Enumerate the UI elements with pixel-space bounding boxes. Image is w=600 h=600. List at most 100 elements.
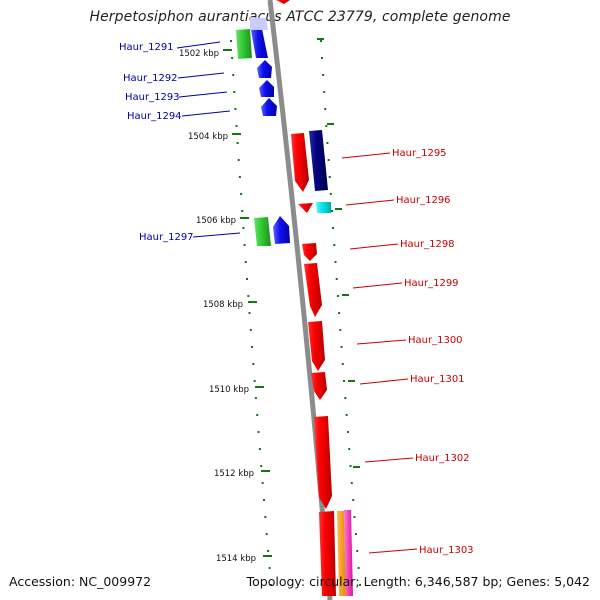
kbp-label-1510: 1510 kbp bbox=[209, 385, 249, 395]
scale-dot bbox=[230, 40, 232, 42]
scale-dot bbox=[348, 448, 351, 450]
scale-dot bbox=[352, 499, 355, 501]
reverse-gene-labels: Haur_1291 Haur_1292 Haur_1293 Haur_1294 … bbox=[119, 41, 241, 243]
scale-dot bbox=[338, 312, 341, 314]
scale-dot bbox=[244, 261, 247, 263]
gene-label-haur-1295[interactable]: Haur_1295 bbox=[392, 148, 447, 159]
kbp-label-1512: 1512 kbp bbox=[214, 469, 254, 479]
scale-dot bbox=[237, 159, 240, 161]
kbp-tick-1510 bbox=[255, 386, 264, 388]
scale-dot bbox=[353, 516, 356, 518]
gene-haur-1296-red[interactable] bbox=[298, 203, 313, 213]
gene-haur-1295-red[interactable] bbox=[291, 133, 309, 192]
scale-dot bbox=[267, 550, 270, 552]
scale-dot bbox=[270, 584, 272, 586]
gene-label-haur-1301[interactable]: Haur_1301 bbox=[410, 374, 465, 385]
scale-dot bbox=[336, 295, 339, 297]
scale-dot bbox=[357, 567, 360, 569]
scale-ticks-right bbox=[320, 40, 361, 586]
scale-dot bbox=[243, 244, 246, 246]
gene-label-haur-1303[interactable]: Haur_1303 bbox=[419, 545, 474, 556]
scale-dot bbox=[344, 397, 347, 399]
kbp-tick-1502 bbox=[223, 49, 232, 51]
scale-dot bbox=[235, 125, 238, 127]
scale-dot bbox=[247, 295, 250, 297]
genome-title: Herpetosiphon aurantiacus ATCC 23779, co… bbox=[89, 9, 511, 25]
gene-haur-1293[interactable] bbox=[259, 80, 274, 97]
gene-haur-1298[interactable] bbox=[302, 243, 317, 261]
topology-text: Topology: circular; Length: 6,346,587 bp… bbox=[246, 574, 590, 589]
scale-dot bbox=[241, 210, 244, 212]
scale-dot bbox=[324, 108, 327, 110]
scale-dot bbox=[335, 278, 338, 280]
scale-dot bbox=[349, 465, 352, 467]
gene-label-haur-1292[interactable]: Haur_1292 bbox=[123, 73, 178, 84]
gene-haur-1303-magenta[interactable] bbox=[344, 510, 353, 596]
kbp-markers: 1502 kbp 1504 kbp 1506 kbp 1508 kbp 1510… bbox=[179, 49, 272, 564]
scale-dot bbox=[251, 346, 253, 348]
scale-dot bbox=[254, 397, 257, 399]
gene-haur-1297-green[interactable] bbox=[254, 217, 271, 246]
gene-haur-1292[interactable] bbox=[257, 60, 272, 78]
scale-dot bbox=[249, 329, 252, 331]
scale-dot bbox=[329, 193, 332, 195]
scale-dot bbox=[331, 210, 333, 212]
kbp-tick-1508 bbox=[248, 301, 257, 303]
scale-dot bbox=[248, 312, 251, 314]
scale-dot bbox=[256, 414, 259, 416]
gene-label-haur-1297[interactable]: Haur_1297 bbox=[139, 232, 194, 243]
scale-dot bbox=[340, 346, 343, 348]
gene-haur-1301[interactable] bbox=[311, 372, 327, 400]
scale-dot bbox=[328, 176, 331, 178]
gene-label-haur-1296[interactable]: Haur_1296 bbox=[396, 195, 451, 206]
scale-dot bbox=[323, 91, 326, 93]
gene-haur-1300[interactable] bbox=[308, 321, 325, 371]
scale-dot bbox=[359, 584, 361, 586]
scale-dot bbox=[322, 74, 325, 76]
gene-features bbox=[236, 0, 353, 596]
gene-haur-1296-cyan[interactable] bbox=[316, 202, 331, 213]
gene-haur-1299[interactable] bbox=[304, 263, 322, 317]
kbp-label-1514: 1514 kbp bbox=[216, 554, 256, 564]
scale-ticks-left bbox=[230, 40, 272, 586]
scale-dot bbox=[261, 482, 264, 484]
gene-haur-1291-green[interactable] bbox=[236, 29, 252, 59]
gene-haur-1303-orange[interactable] bbox=[337, 511, 346, 596]
gene-haur-1294[interactable] bbox=[261, 98, 277, 116]
scale-dot bbox=[268, 567, 271, 569]
scale-dot bbox=[341, 363, 344, 365]
right-scale-markers bbox=[317, 38, 360, 468]
gene-haur-1295-navy[interactable] bbox=[309, 130, 328, 191]
scale-dot bbox=[332, 227, 335, 229]
scale-dot bbox=[233, 91, 236, 93]
scale-dot bbox=[257, 431, 260, 433]
gene-feature-top-partial[interactable] bbox=[276, 0, 290, 4]
scale-dot bbox=[326, 142, 329, 144]
scale-dot bbox=[264, 516, 267, 518]
scale-dot bbox=[320, 40, 322, 42]
scale-dot bbox=[327, 159, 330, 161]
gene-label-haur-1302[interactable]: Haur_1302 bbox=[415, 453, 470, 464]
scale-dot bbox=[321, 57, 323, 59]
gene-label-haur-1299[interactable]: Haur_1299 bbox=[404, 278, 459, 289]
scale-dot bbox=[258, 448, 261, 450]
gene-haur-1297-blue[interactable] bbox=[273, 216, 290, 244]
gene-label-haur-1294[interactable]: Haur_1294 bbox=[127, 111, 182, 122]
scale-dot bbox=[252, 363, 255, 365]
gene-label-haur-1300[interactable]: Haur_1300 bbox=[408, 335, 463, 346]
kbp-tick-1512 bbox=[261, 470, 270, 472]
gene-label-haur-1293[interactable]: Haur_1293 bbox=[125, 92, 180, 103]
gene-haur-1302[interactable] bbox=[314, 416, 332, 509]
scale-dot bbox=[334, 261, 337, 263]
scale-dot bbox=[333, 244, 336, 246]
scale-dot bbox=[345, 414, 348, 416]
gene-haur-1291-blue[interactable] bbox=[251, 29, 268, 58]
gene-haur-1291-shade[interactable] bbox=[250, 17, 268, 30]
kbp-label-1502: 1502 kbp bbox=[179, 49, 219, 59]
gene-haur-1303-red[interactable] bbox=[319, 511, 336, 596]
kbp-tick-1514 bbox=[263, 555, 272, 557]
gene-label-haur-1291[interactable]: Haur_1291 bbox=[119, 42, 174, 53]
scale-dot bbox=[236, 142, 239, 144]
gene-label-haur-1298[interactable]: Haur_1298 bbox=[400, 239, 455, 250]
